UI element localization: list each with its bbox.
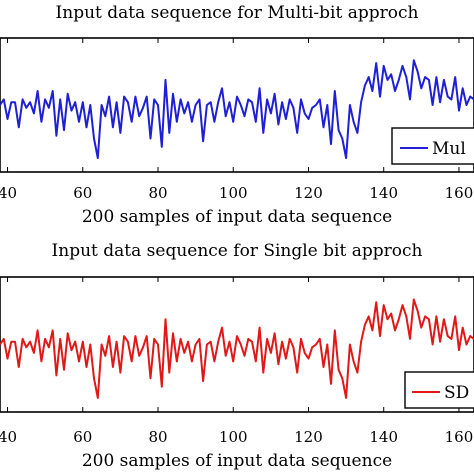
x-tick-label-80: 80 <box>148 184 167 202</box>
multi-bit-panel: Input data sequence for Multi-bit approc… <box>0 3 474 227</box>
x-tick-labels: 40 60 80 100 120 140 160 <box>0 184 473 202</box>
x-axis-label: 200 samples of input data sequence <box>82 451 392 471</box>
x-tick-label-140: 140 <box>369 428 398 446</box>
x-tick-labels: 40 60 80 100 120 140 160 <box>0 428 473 446</box>
single-bit-panel: Input data sequence for Single bit appro… <box>0 241 474 471</box>
x-tick-label-60: 60 <box>73 428 92 446</box>
x-tick-label-40: 40 <box>0 184 17 202</box>
x-ticks <box>7 38 460 172</box>
x-tick-label-160: 160 <box>445 184 474 202</box>
x-tick-label-140: 140 <box>369 184 398 202</box>
series-line-mul <box>0 59 474 159</box>
chart-title: Input data sequence for Single bit appro… <box>52 241 423 261</box>
x-tick-label-60: 60 <box>73 184 92 202</box>
legend-box <box>404 371 474 409</box>
legend-label: SD <box>444 383 469 403</box>
x-tick-label-120: 120 <box>294 184 323 202</box>
x-tick-label-160: 160 <box>445 428 474 446</box>
series-line-sd <box>0 298 474 399</box>
plot-frame <box>0 276 474 413</box>
x-ticks <box>7 277 460 412</box>
legend: Mul <box>391 127 474 165</box>
x-tick-label-120: 120 <box>294 428 323 446</box>
legend-label: Mul <box>432 139 466 159</box>
x-tick-label-100: 100 <box>219 428 248 446</box>
x-axis-label: 200 samples of input data sequence <box>82 207 392 227</box>
x-tick-label-80: 80 <box>148 428 167 446</box>
x-tick-label-100: 100 <box>219 184 248 202</box>
plot-frame <box>0 37 474 173</box>
legend-box <box>391 127 474 165</box>
chart-title: Input data sequence for Multi-bit approc… <box>56 3 419 23</box>
x-tick-label-40: 40 <box>0 428 17 446</box>
legend: SD <box>404 371 474 409</box>
